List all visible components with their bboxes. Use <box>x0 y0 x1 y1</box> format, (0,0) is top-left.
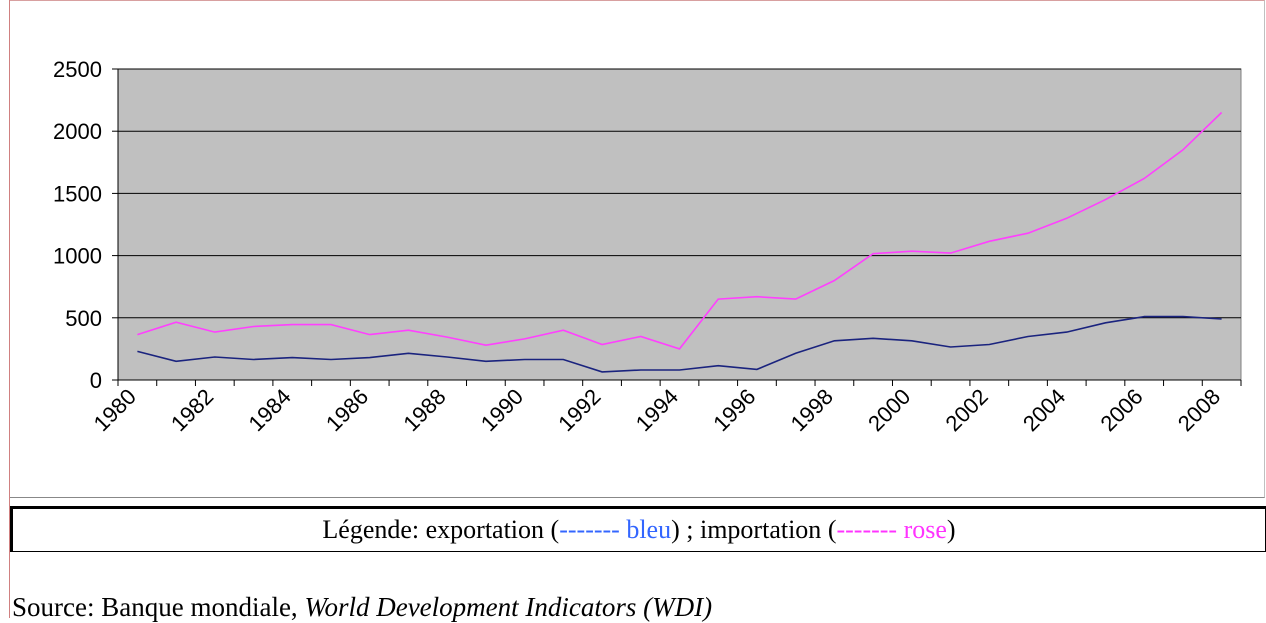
x-tick-label: 2008 <box>1173 384 1225 436</box>
legend: Légende: exportation (------- bleu) ; im… <box>10 506 1266 552</box>
x-tick-label: 1984 <box>244 384 296 436</box>
legend-punct: ( <box>827 515 837 544</box>
x-tick-label: 1986 <box>321 384 373 436</box>
source-note: Source: Banque mondiale, World Developme… <box>12 592 712 623</box>
x-tick-label: 1988 <box>398 384 450 436</box>
y-tick-label: 2000 <box>53 119 102 144</box>
legend-punct: ) <box>946 515 956 544</box>
x-tick-label: 1998 <box>786 384 838 436</box>
plot-area <box>117 68 1242 381</box>
legend-title: Légende: <box>322 515 420 544</box>
y-tick-label: 1000 <box>53 244 102 269</box>
x-tick-label: 2004 <box>1018 384 1070 436</box>
x-tick-label: 2002 <box>941 384 993 436</box>
legend-series-name: exportation <box>425 515 545 544</box>
data-line <box>137 111 1223 350</box>
x-tick-label: 2000 <box>863 384 915 436</box>
chart-frame <box>10 0 1265 498</box>
y-tick-label: 500 <box>65 306 102 331</box>
legend-punct: ( <box>550 515 560 544</box>
x-tick-label: 2006 <box>1095 384 1147 436</box>
x-tick-label: 1996 <box>708 384 760 436</box>
y-tick-label: 1500 <box>53 181 102 206</box>
x-tick-label: 1992 <box>553 384 605 436</box>
x-tick-label: 1982 <box>166 384 218 436</box>
y-tick-label: 0 <box>90 368 102 393</box>
legend-series-name: importation <box>699 515 822 544</box>
x-tick-label: 1990 <box>476 384 528 436</box>
legend-key: ------- bleu <box>559 515 672 544</box>
data-line <box>137 315 1222 373</box>
x-tick-label: 1994 <box>631 384 683 436</box>
legend-punct: ) ; <box>671 515 694 544</box>
document-margin-line <box>9 0 10 618</box>
legend-key: ------- rose <box>836 515 947 544</box>
y-tick-label: 2500 <box>53 57 102 82</box>
source-label: Source: Banque mondiale, <box>12 592 298 622</box>
source-title: World Development Indicators (WDI) <box>304 592 713 622</box>
